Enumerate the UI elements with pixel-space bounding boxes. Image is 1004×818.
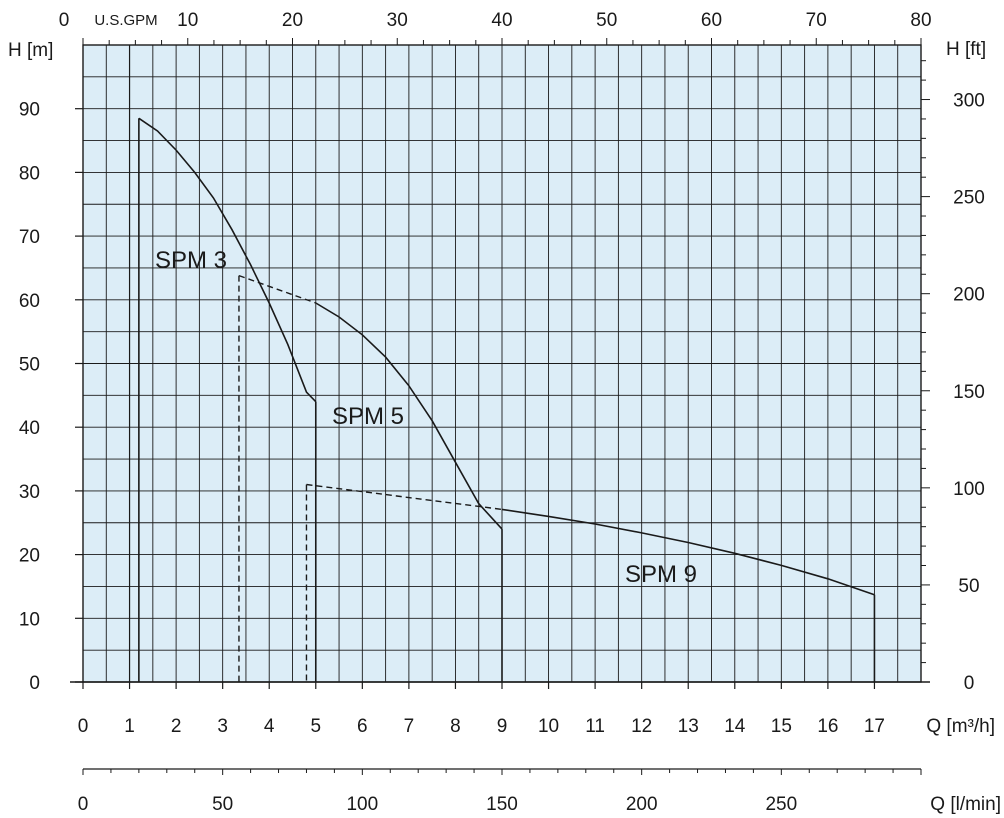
dashed-curve-spm-5 — [238, 274, 317, 304]
y-m-tick-label: 40 — [19, 418, 40, 439]
y-ft-tick-label: 200 — [953, 285, 985, 306]
y-ft-tick-label: 250 — [953, 188, 985, 209]
x-lmin-axis-label: Q [l/min] — [930, 794, 1001, 815]
x-m3h-tick-label: 17 — [864, 716, 885, 737]
x-m3h-tick-label: 10 — [538, 716, 559, 737]
y-ft-axis-label: H [ft] — [946, 39, 986, 60]
x-m3h-tick-label: 9 — [497, 716, 508, 737]
x-gpm-tick-label: 60 — [701, 10, 722, 31]
curve-spm-9 — [501, 508, 875, 596]
x-gpm-tick-label: 20 — [282, 10, 303, 31]
labels: SPM 3 SPM 5 SPM 9 — [155, 247, 697, 588]
x-gpm-tick-label: 30 — [387, 10, 408, 31]
x-m3h-tick-label: 3 — [217, 716, 228, 737]
y-m-tick-label: 30 — [19, 482, 40, 503]
y-m-tick-label: 10 — [19, 609, 40, 630]
x-lmin-tick-label: 150 — [486, 794, 518, 815]
y-m-tick-label: 50 — [19, 355, 40, 376]
y-m-tick-label: 90 — [19, 100, 40, 121]
y-m-tick-label: 0 — [29, 673, 40, 694]
x-m3h-tick-label: 16 — [817, 716, 838, 737]
x-m3h-tick-label: 0 — [78, 716, 89, 737]
x-lmin-tick-label: 100 — [346, 794, 378, 815]
y-ft-tick-label: 0 — [964, 673, 975, 694]
x-m3h-tick-label: 13 — [678, 716, 699, 737]
x-m3h-tick-label: 6 — [357, 716, 368, 737]
x-gpm-tick-label: 80 — [910, 10, 931, 31]
curves — [128, 45, 876, 682]
x-m3h-axis-label: Q [m³/h] — [926, 716, 995, 737]
x-m3h-tick-label: 5 — [310, 716, 321, 737]
y-m-axis-label: H [m] — [8, 40, 53, 61]
y-m-tick-label: 80 — [19, 163, 40, 184]
y-ft-tick-label: 300 — [953, 91, 985, 112]
curve-spm-3 — [138, 117, 317, 403]
x-m3h-tick-label: 12 — [631, 716, 652, 737]
x-m3h-tick-label: 8 — [450, 716, 461, 737]
y-m-tick-label: 60 — [19, 291, 40, 312]
x-gpm-tick-label: 70 — [806, 10, 827, 31]
x-m3h-tick-label: 11 — [585, 716, 605, 737]
x-lmin-tick-label: 200 — [626, 794, 658, 815]
curve-spm-5 — [315, 302, 503, 530]
x-lmin-tick-label: 0 — [78, 794, 89, 815]
y-m-tick-label: 70 — [19, 227, 40, 248]
series-label-spm-9: SPM 9 — [625, 561, 697, 588]
x-m3h-tick-label: 7 — [404, 716, 415, 737]
x-m3h-tick-label: 15 — [771, 716, 792, 737]
y-ft-tick-label: 50 — [958, 576, 979, 597]
y-ft-tick-label: 100 — [953, 479, 985, 500]
x-lmin-tick-label: 50 — [212, 794, 233, 815]
x-gpm-axis-label: U.S.GPM — [94, 12, 157, 29]
axes: 0 1 2 3 4 5 6 7 8 9 10 11 12 13 14 15 16 17 Q [m³/h]0 50 100… — [8, 10, 1001, 815]
x-m3h-tick-label: 2 — [171, 716, 182, 737]
y-m-tick-label: 20 — [19, 546, 40, 567]
x-m3h-tick-label: 4 — [264, 716, 275, 737]
x-gpm-tick-label: 40 — [491, 10, 512, 31]
x-lmin-tick-label: 250 — [765, 794, 797, 815]
x-m3h-tick-label: 14 — [724, 716, 746, 737]
x-m3h-tick-label: 1 — [124, 716, 135, 737]
x-gpm-tick-label: 50 — [596, 10, 617, 31]
dashed-curve-spm-9 — [306, 483, 503, 511]
series-label-spm-5: SPM 5 — [332, 403, 404, 430]
y-ft-tick-label: 150 — [953, 382, 985, 403]
x-gpm-tick-label: 10 — [177, 10, 198, 31]
series-label-spm-3: SPM 3 — [155, 247, 227, 274]
x-gpm-tick-label: 0 — [59, 10, 70, 31]
